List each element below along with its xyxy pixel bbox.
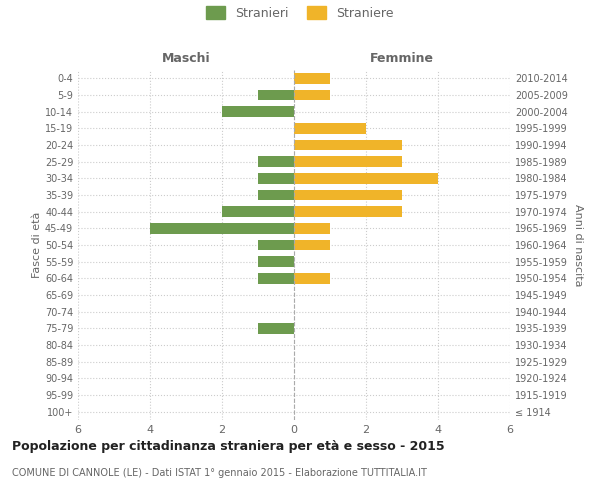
Bar [294, 156, 402, 167]
Text: Femmine: Femmine [370, 52, 434, 65]
Bar [294, 140, 402, 150]
Bar [258, 273, 294, 284]
Y-axis label: Fasce di età: Fasce di età [32, 212, 42, 278]
Bar [258, 323, 294, 334]
Bar [258, 173, 294, 184]
Bar [222, 106, 294, 117]
Bar [150, 223, 294, 234]
Text: Maschi: Maschi [161, 52, 211, 65]
Bar [294, 206, 402, 217]
Bar [294, 123, 366, 134]
Bar [258, 240, 294, 250]
Bar [258, 190, 294, 200]
Bar [258, 256, 294, 267]
Bar [258, 90, 294, 101]
Y-axis label: Anni di nascita: Anni di nascita [573, 204, 583, 286]
Bar [294, 73, 330, 84]
Text: Popolazione per cittadinanza straniera per età e sesso - 2015: Popolazione per cittadinanza straniera p… [12, 440, 445, 453]
Bar [294, 90, 330, 101]
Text: COMUNE DI CANNOLE (LE) - Dati ISTAT 1° gennaio 2015 - Elaborazione TUTTITALIA.IT: COMUNE DI CANNOLE (LE) - Dati ISTAT 1° g… [12, 468, 427, 477]
Bar [294, 223, 330, 234]
Bar [294, 273, 330, 284]
Bar [258, 156, 294, 167]
Bar [222, 206, 294, 217]
Bar [294, 173, 438, 184]
Bar [294, 190, 402, 200]
Legend: Stranieri, Straniere: Stranieri, Straniere [206, 6, 394, 20]
Bar [294, 240, 330, 250]
